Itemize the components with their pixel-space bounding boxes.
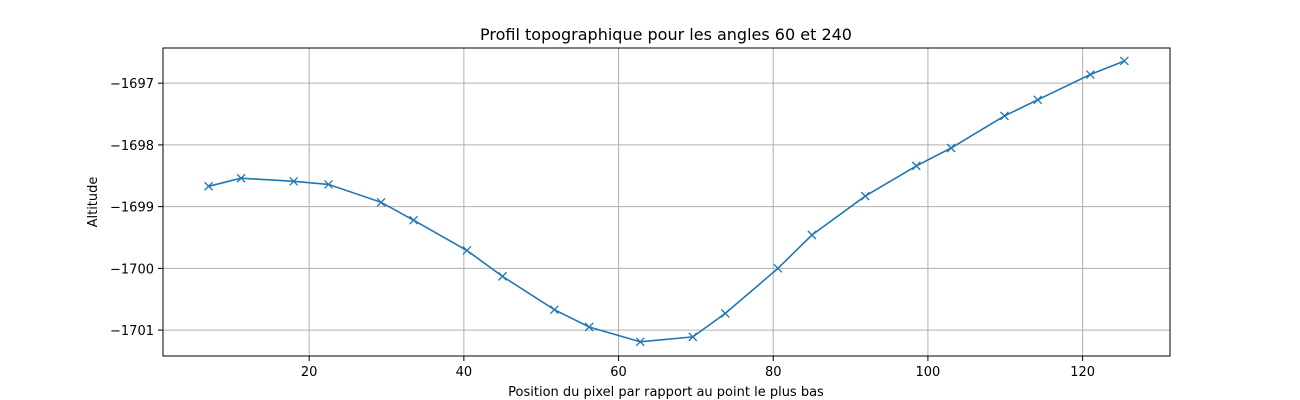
series-line: [208, 60, 1125, 343]
data-point-marker: [911, 161, 921, 171]
y-tick-label: −1697: [110, 77, 154, 92]
x-tick-label: 60: [610, 365, 627, 380]
x-tick-label: 40: [456, 365, 473, 380]
data-point-marker: [409, 215, 419, 225]
data-point-marker: [289, 176, 299, 186]
data-point-marker: [204, 181, 214, 191]
data-point-marker: [688, 332, 698, 342]
x-tick-label: 80: [765, 365, 782, 380]
chart-title: Profil topographique pour les angles 60 …: [480, 25, 852, 44]
y-axis-label: Altitude: [86, 177, 101, 228]
x-axis-label: Position du pixel par rapport au point l…: [508, 385, 824, 400]
y-tick-label: −1699: [110, 201, 154, 216]
series: [204, 56, 1129, 347]
data-point-marker: [807, 230, 817, 240]
data-point-marker: [720, 308, 730, 318]
data-point-marker: [860, 191, 870, 201]
grid-lines: [163, 48, 1170, 356]
data-point-marker: [498, 271, 507, 281]
data-point-marker: [1119, 56, 1129, 66]
x-tick-label: 20: [301, 365, 318, 380]
y-tick-label: −1701: [110, 324, 154, 339]
y-tick-label: −1698: [110, 139, 154, 154]
data-point-marker: [946, 143, 956, 153]
x-tick-label: 100: [916, 365, 941, 380]
x-tick-label: 120: [1070, 365, 1095, 380]
data-point-marker: [584, 322, 594, 332]
data-point-marker: [1033, 95, 1043, 105]
y-tick-label: −1700: [110, 262, 154, 277]
data-point-marker: [1085, 70, 1095, 80]
axis-ticks: 20 40 60 80 100 120 −1701 −1700 −1699 −1698 −1697: [110, 77, 1095, 380]
data-point-marker: [462, 245, 472, 255]
data-point-marker: [324, 179, 333, 189]
plot-frame: [162, 47, 1171, 357]
data-point-marker: [635, 337, 645, 347]
data-point-marker: [773, 263, 783, 273]
data-point-marker: [376, 197, 386, 207]
data-point-marker: [549, 305, 559, 315]
data-point-marker: [236, 173, 246, 183]
data-point-marker: [1000, 111, 1009, 121]
